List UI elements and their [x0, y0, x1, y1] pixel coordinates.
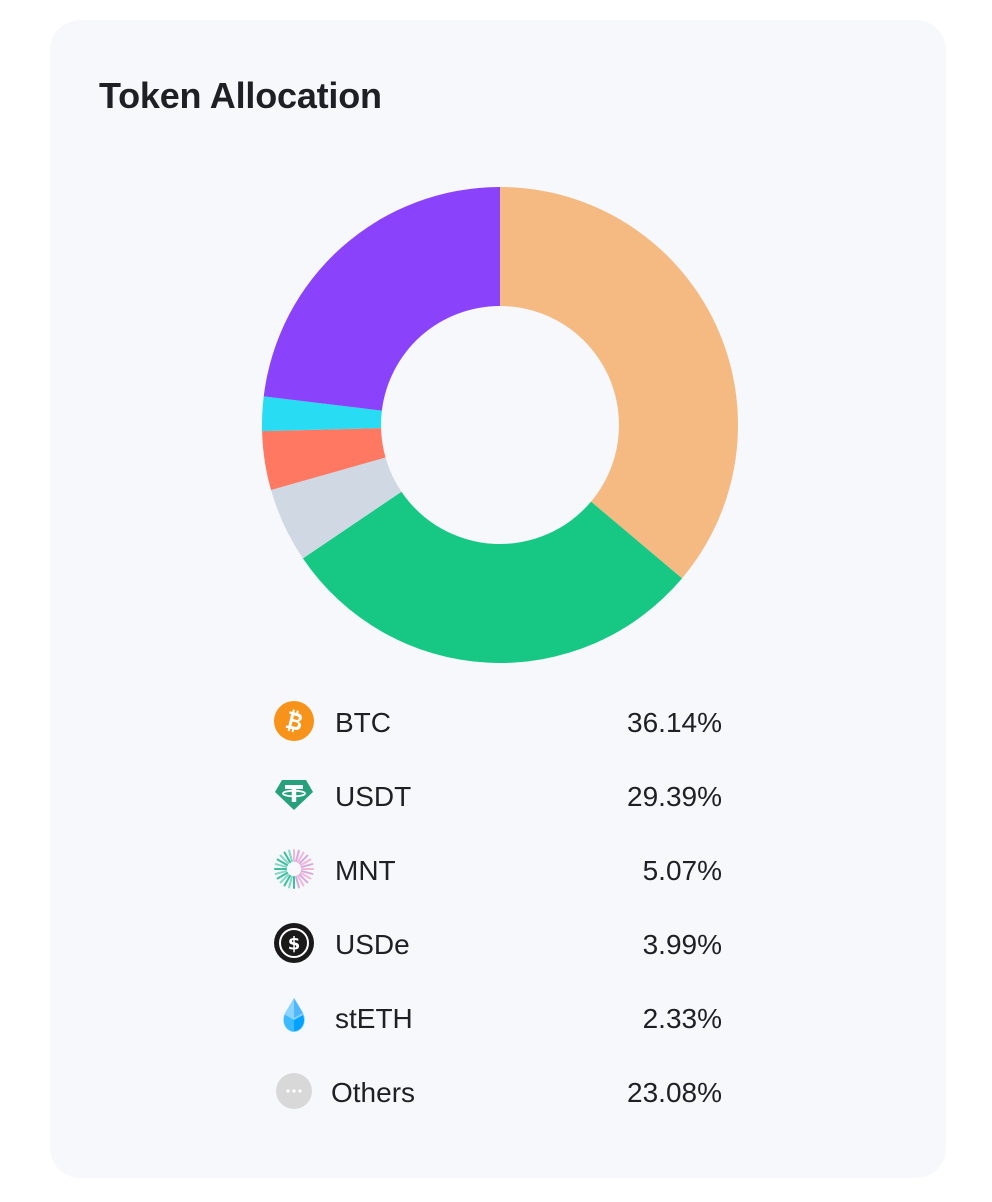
more-dots-icon	[274, 1071, 314, 1111]
legend-value: 3.99%	[642, 929, 722, 960]
lido-steth-icon	[274, 997, 314, 1037]
legend-item-usdt: USDT 29.39%	[272, 772, 722, 846]
donut-chart	[262, 186, 739, 663]
donut-slice-steth[interactable]	[262, 396, 382, 432]
legend-item-steth: stETH 2.33%	[272, 994, 722, 1068]
legend-value: 5.07%	[642, 855, 722, 886]
legend-label: USDT	[335, 781, 412, 812]
donut-slice-usde[interactable]	[262, 428, 386, 490]
legend-label: MNT	[335, 855, 396, 886]
legend-item-btc: BTC 36.14%	[272, 698, 722, 772]
legend-label: USDe	[335, 929, 410, 960]
legend-label: stETH	[335, 1003, 413, 1034]
legend-item-usde: $ USDe 3.99%	[272, 920, 722, 994]
legend-value: 2.33%	[642, 1003, 722, 1034]
tether-icon	[274, 775, 314, 815]
donut-slice-mnt[interactable]	[271, 457, 402, 559]
donut-slice-usdt[interactable]	[302, 491, 683, 663]
legend-item-others: Others 23.08%	[272, 1068, 722, 1142]
legend-value: 23.08%	[627, 1077, 722, 1108]
legend-value: 29.39%	[627, 781, 722, 812]
ethena-usde-icon: $	[274, 923, 314, 963]
legend-value: 36.14%	[627, 707, 722, 738]
mantle-icon	[274, 849, 314, 889]
bitcoin-icon	[274, 701, 314, 741]
legend-label: BTC	[335, 707, 391, 738]
svg-text:$: $	[288, 934, 301, 955]
card-title: Token Allocation	[99, 75, 382, 116]
token-allocation-card: Token Allocation BTC 36.14%	[50, 20, 946, 1178]
legend-item-mnt: MNT 5.07%	[272, 846, 722, 920]
legend: BTC 36.14% USDT 29.39% MNT 5.07%	[272, 698, 722, 1142]
donut-slice-btc[interactable]	[500, 186, 739, 579]
legend-label: Others	[331, 1077, 416, 1108]
donut-slice-others[interactable]	[263, 187, 500, 411]
